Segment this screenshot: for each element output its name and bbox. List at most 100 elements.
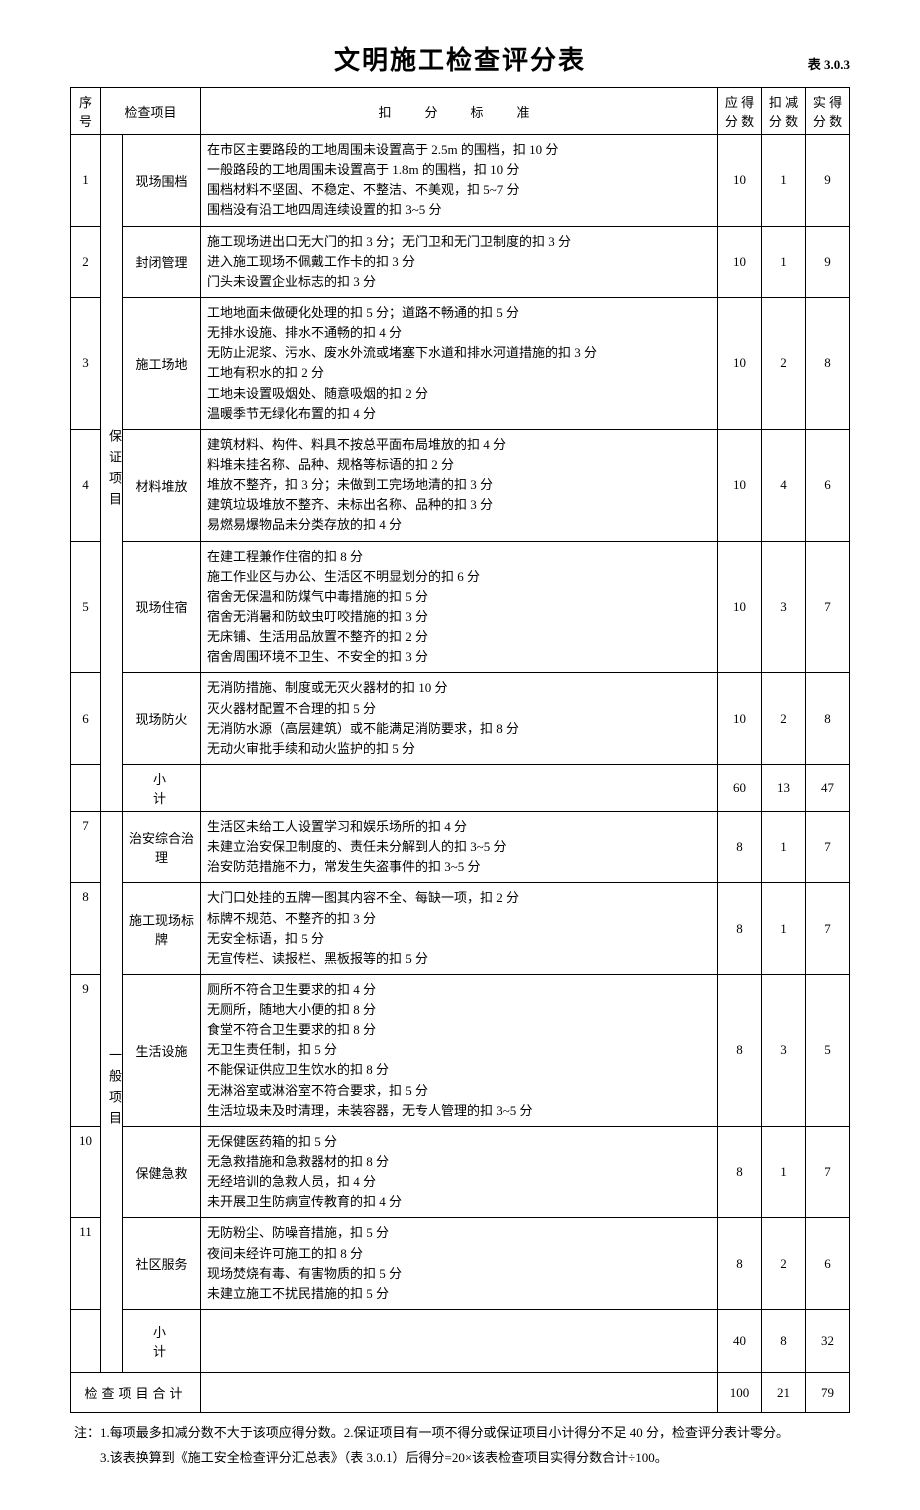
- table-code: 表 3.0.3: [808, 54, 850, 73]
- due-score: 8: [718, 811, 762, 882]
- criteria-cell: 无保健医药箱的扣 5 分无急救措施和急救器材的扣 8 分无经培训的急救人员，扣 …: [201, 1126, 718, 1218]
- actual-score: 6: [806, 1218, 850, 1310]
- col-item-header: 检查项目: [101, 88, 201, 135]
- due-score: 10: [718, 135, 762, 227]
- header-row: 文明施工检查评分表 表 3.0.3: [70, 40, 850, 77]
- due-score: 10: [718, 541, 762, 673]
- subtotal-actual: 32: [806, 1310, 850, 1373]
- page-title: 文明施工检查评分表: [334, 40, 586, 77]
- deduct-score: 3: [762, 974, 806, 1126]
- row-num: 10: [71, 1126, 101, 1218]
- grand-total-label: 检查项目合计: [71, 1373, 201, 1413]
- criteria-cell: 在建工程兼作住宿的扣 8 分施工作业区与办公、生活区不明显划分的扣 6 分宿舍无…: [201, 541, 718, 673]
- deduct-score: 1: [762, 883, 806, 975]
- col-num-header: 序号: [71, 88, 101, 135]
- table-row: 3 施工场地工地地面未做硬化处理的扣 5 分；道路不畅通的扣 5 分无排水设施、排…: [71, 297, 850, 429]
- group-label: 一般项目: [101, 811, 123, 1372]
- row-num: 9: [71, 974, 101, 1126]
- subtotal-due: 60: [718, 764, 762, 811]
- item-name: 材料堆放: [123, 429, 201, 541]
- deduct-score: 2: [762, 297, 806, 429]
- row-num: 8: [71, 883, 101, 975]
- criteria-cell: 在市区主要路段的工地周围未设置高于 2.5m 的围档，扣 10 分一般路段的工地…: [201, 135, 718, 227]
- actual-score: 5: [806, 974, 850, 1126]
- footnotes: 注：1.每项最多扣减分数不大于该项应得分数。2.保证项目有一项不得分或保证项目小…: [70, 1421, 850, 1470]
- due-score: 8: [718, 1126, 762, 1218]
- row-num: 1: [71, 135, 101, 227]
- item-name: 社区服务: [123, 1218, 201, 1310]
- criteria-cell: 无消防措施、制度或无灭火器材的扣 10 分灭火器材配置不合理的扣 5 分无消防水…: [201, 673, 718, 765]
- item-name: 治安综合治理: [123, 811, 201, 882]
- deduct-score: 1: [762, 811, 806, 882]
- col-due-header: 应 得分 数: [718, 88, 762, 135]
- table-row: 5 现场住宿在建工程兼作住宿的扣 8 分施工作业区与办公、生活区不明显划分的扣 6…: [71, 541, 850, 673]
- actual-score: 7: [806, 541, 850, 673]
- row-num: 6: [71, 673, 101, 765]
- deduct-score: 1: [762, 1126, 806, 1218]
- subtotal-deduct: 13: [762, 764, 806, 811]
- item-name: 封闭管理: [123, 226, 201, 297]
- due-score: 8: [718, 883, 762, 975]
- criteria-cell: 无防粉尘、防噪音措施，扣 5 分夜间未经许可施工的扣 8 分现场焚烧有毒、有害物…: [201, 1218, 718, 1310]
- table-row: 6 现场防火无消防措施、制度或无灭火器材的扣 10 分灭火器材配置不合理的扣 5 …: [71, 673, 850, 765]
- due-score: 10: [718, 673, 762, 765]
- item-name: 现场住宿: [123, 541, 201, 673]
- table-row: 11社区服务无防粉尘、防噪音措施，扣 5 分夜间未经许可施工的扣 8 分现场焚烧…: [71, 1218, 850, 1310]
- grand-total-row: 检查项目合计 1002179: [71, 1373, 850, 1413]
- score-table: 序号 检查项目 扣 分 标 准 应 得分 数 扣 减分 数 实 得分 数 1保证…: [70, 87, 850, 1413]
- table-row: 1保证项目现场围档在市区主要路段的工地周围未设置高于 2.5m 的围档，扣 10…: [71, 135, 850, 227]
- criteria-cell: 大门口处挂的五牌一图其内容不全、每缺一项，扣 2 分标牌不规范、不整齐的扣 3 …: [201, 883, 718, 975]
- row-num: 7: [71, 811, 101, 882]
- table-row: 4材料堆放建筑材料、构件、料具不按总平面布局堆放的扣 4 分料堆未挂名称、品种、…: [71, 429, 850, 541]
- subtotal-row: 小计 601347: [71, 764, 850, 811]
- row-num: 2: [71, 226, 101, 297]
- subtotal-label: 小计: [123, 1310, 201, 1373]
- actual-score: 7: [806, 1126, 850, 1218]
- grand-total-actual: 79: [806, 1373, 850, 1413]
- table-row: 2封闭管理施工现场进出口无大门的扣 3 分；无门卫和无门卫制度的扣 3 分进入施…: [71, 226, 850, 297]
- col-criteria-header: 扣 分 标 准: [201, 88, 718, 135]
- item-name: 施工场地: [123, 297, 201, 429]
- criteria-cell: 工地地面未做硬化处理的扣 5 分；道路不畅通的扣 5 分无排水设施、排水不通畅的…: [201, 297, 718, 429]
- subtotal-row: 小计 40832: [71, 1310, 850, 1373]
- due-score: 8: [718, 1218, 762, 1310]
- item-name: 保健急救: [123, 1126, 201, 1218]
- deduct-score: 2: [762, 1218, 806, 1310]
- due-score: 10: [718, 226, 762, 297]
- actual-score: 7: [806, 811, 850, 882]
- actual-score: 6: [806, 429, 850, 541]
- criteria-cell: 厕所不符合卫生要求的扣 4 分无厕所，随地大小便的扣 8 分食堂不符合卫生要求的…: [201, 974, 718, 1126]
- due-score: 10: [718, 297, 762, 429]
- subtotal-label: 小计: [123, 764, 201, 811]
- due-score: 8: [718, 974, 762, 1126]
- deduct-score: 4: [762, 429, 806, 541]
- item-name: 生活设施: [123, 974, 201, 1126]
- row-num: 4: [71, 429, 101, 541]
- deduct-score: 1: [762, 226, 806, 297]
- subtotal-deduct: 8: [762, 1310, 806, 1373]
- deduct-score: 2: [762, 673, 806, 765]
- subtotal-due: 40: [718, 1310, 762, 1373]
- actual-score: 9: [806, 226, 850, 297]
- grand-total-deduct: 21: [762, 1373, 806, 1413]
- col-actual-header: 实 得分 数: [806, 88, 850, 135]
- item-name: 施工现场标牌: [123, 883, 201, 975]
- table-row: 7一般项目治安综合治理生活区未给工人设置学习和娱乐场所的扣 4 分未建立治安保卫…: [71, 811, 850, 882]
- actual-score: 9: [806, 135, 850, 227]
- header-row: 序号 检查项目 扣 分 标 准 应 得分 数 扣 减分 数 实 得分 数: [71, 88, 850, 135]
- subtotal-actual: 47: [806, 764, 850, 811]
- col-deduct-header: 扣 减分 数: [762, 88, 806, 135]
- row-num: 5: [71, 541, 101, 673]
- deduct-score: 3: [762, 541, 806, 673]
- grand-total-due: 100: [718, 1373, 762, 1413]
- criteria-cell: 生活区未给工人设置学习和娱乐场所的扣 4 分未建立治安保卫制度的、责任未分解到人…: [201, 811, 718, 882]
- group-label: 保证项目: [101, 135, 123, 812]
- deduct-score: 1: [762, 135, 806, 227]
- item-name: 现场防火: [123, 673, 201, 765]
- actual-score: 7: [806, 883, 850, 975]
- table-row: 9 生活设施厕所不符合卫生要求的扣 4 分无厕所，随地大小便的扣 8 分食堂不符合…: [71, 974, 850, 1126]
- actual-score: 8: [806, 297, 850, 429]
- actual-score: 8: [806, 673, 850, 765]
- item-name: 现场围档: [123, 135, 201, 227]
- row-num: 3: [71, 297, 101, 429]
